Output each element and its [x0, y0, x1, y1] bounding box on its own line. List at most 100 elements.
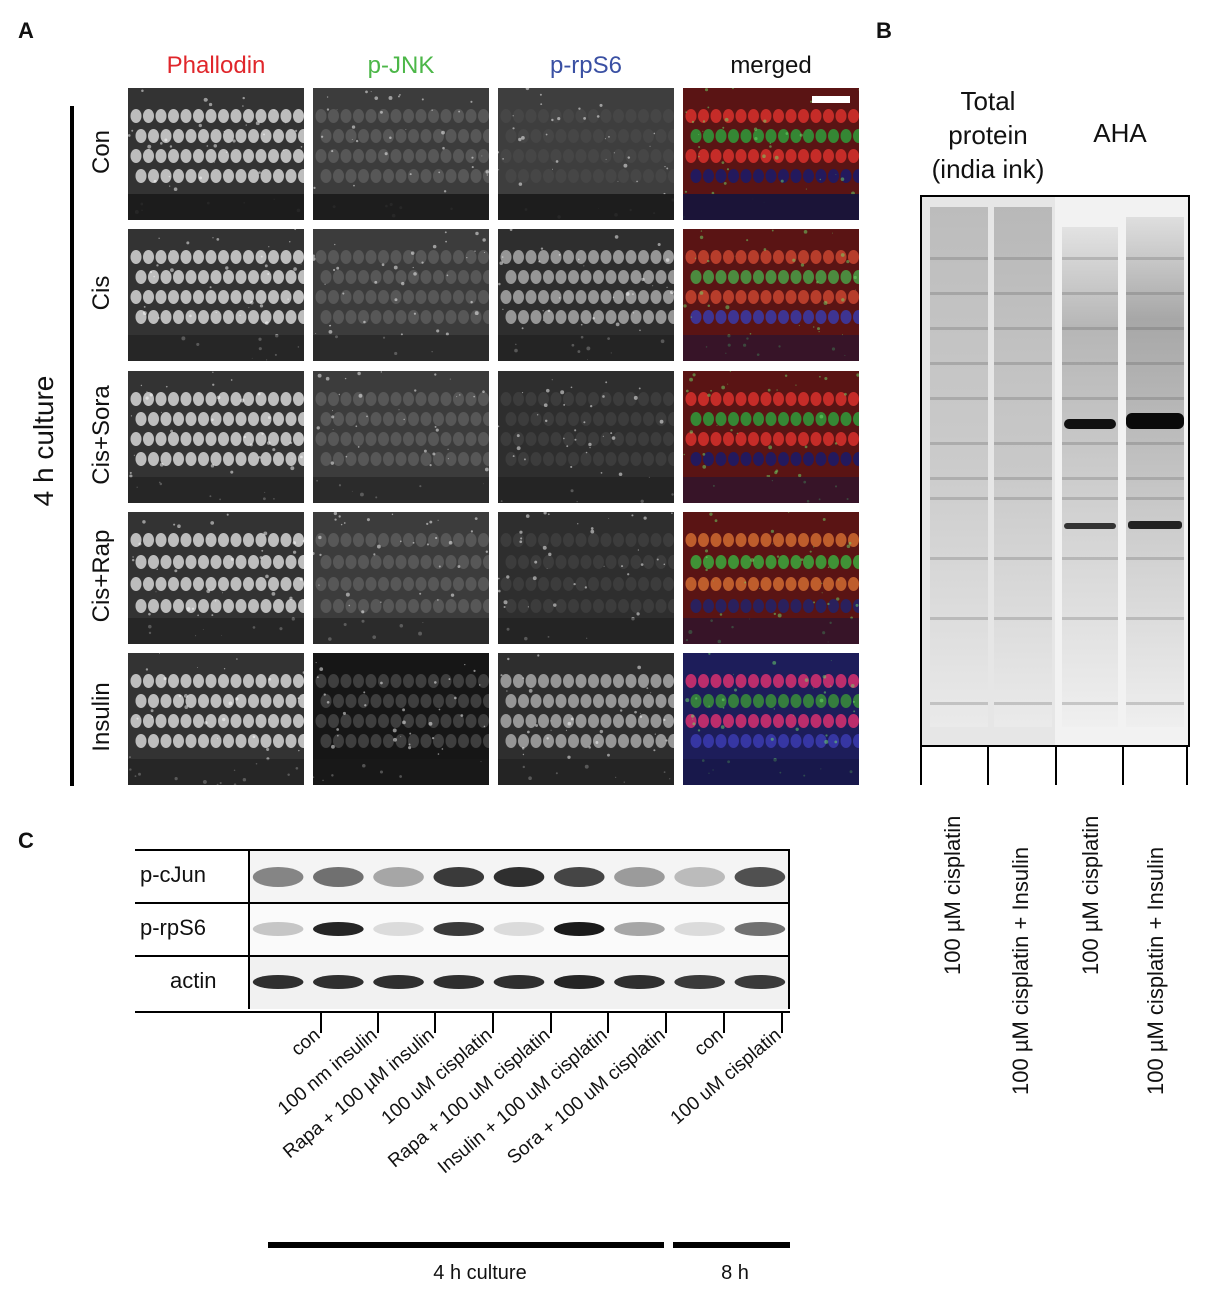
blot-band: [553, 867, 605, 887]
panel-b-letter: B: [876, 18, 892, 43]
column-label-pjnk: p-JNK: [367, 52, 435, 79]
blot-band: [433, 922, 485, 936]
blot-band: [553, 975, 605, 989]
gel-band: [994, 477, 1052, 480]
micrograph-tile: [498, 229, 674, 361]
gel-band: [930, 257, 988, 260]
gel-b-image: [922, 197, 1188, 745]
gel-band: [1062, 327, 1118, 330]
row-label-con: Con: [88, 129, 115, 175]
gel-band: [930, 362, 988, 365]
gel-band: [1062, 617, 1118, 620]
gel-band: [1126, 362, 1184, 365]
micrograph-tile: [128, 512, 304, 644]
micrograph-tile: [683, 229, 859, 361]
lane-tick: [665, 1013, 667, 1033]
blot-band: [674, 975, 725, 989]
lane-tick: [781, 1013, 783, 1033]
lane-b-4-label: 100 µM cisplatin + Insulin: [1143, 846, 1168, 1095]
micrograph-tile: [313, 512, 489, 644]
gel-band: [1126, 557, 1184, 560]
blot-band: [614, 975, 665, 989]
blot-band: [373, 867, 424, 887]
gel-band: [1126, 442, 1184, 445]
gel-band: [1062, 397, 1118, 400]
gel-band: [1062, 497, 1118, 500]
blot-c: [248, 851, 790, 1009]
gel-band: [994, 702, 1052, 705]
header-line-protein: protein: [948, 120, 1028, 150]
micrograph-tile: [683, 512, 859, 644]
micrograph-tile: [313, 653, 489, 785]
row-label-cis-sora: Cis+Sora: [88, 385, 115, 485]
blot-band: [373, 922, 424, 936]
gel-band: [1126, 397, 1184, 400]
gel-band: [1062, 557, 1118, 560]
blot-c-frame: [135, 849, 790, 1013]
gel-band: [1062, 477, 1118, 480]
micrograph-tile: [128, 371, 304, 503]
blot-band: [252, 922, 304, 936]
gel-band: [994, 362, 1052, 365]
gel-band: [930, 442, 988, 445]
gel-band: [994, 397, 1052, 400]
row-label-insulin: Insulin: [88, 682, 115, 752]
micrograph-tile: [128, 653, 304, 785]
header-aha: AHA: [1093, 118, 1147, 148]
gel-band: [930, 617, 988, 620]
micrograph-tile: [498, 371, 674, 503]
blot-band: [252, 867, 304, 887]
gel-band: [994, 327, 1052, 330]
micrograph-tile: [683, 653, 859, 785]
micrograph-tile: [498, 653, 674, 785]
micrograph-tile: [313, 88, 489, 220]
gel-band: [994, 292, 1052, 295]
blot-band: [734, 975, 786, 989]
group-label-4h: 4 h culture: [433, 1262, 527, 1284]
gel-band: [1126, 617, 1184, 620]
micrograph-tile: [313, 371, 489, 503]
blot-band: [614, 867, 665, 887]
blot-band: [313, 975, 364, 989]
blot-band: [252, 975, 304, 989]
header-line-india-ink: (india ink): [931, 154, 1045, 184]
column-label-prps6: p-rpS6: [549, 52, 623, 79]
blot-band: [674, 922, 725, 936]
blot-band: [734, 867, 786, 887]
micrograph-tile: [498, 512, 674, 644]
group-label-8h: 8 h: [721, 1262, 749, 1284]
lane-b-2-label: 100 µM cisplatin + Insulin: [1008, 846, 1033, 1095]
blot-band: [553, 922, 605, 936]
lane-tick: [492, 1013, 494, 1033]
group-bar-8h: [673, 1242, 790, 1248]
group-bar-4h: [268, 1242, 664, 1248]
gel-band: [930, 497, 988, 500]
blot-band: [373, 975, 424, 989]
lane-tick: [607, 1013, 609, 1033]
lane-tick: [723, 1013, 725, 1033]
gel-band: [1062, 442, 1118, 445]
blot-band: [493, 922, 545, 936]
gel-band: [930, 397, 988, 400]
blot-band: [313, 922, 364, 936]
group-bar: [70, 106, 74, 786]
blot-band: [433, 867, 485, 887]
lane-b-1-label: 100 µM cisplatin: [940, 815, 965, 975]
lane-b-3-label: 100 µM cisplatin: [1078, 815, 1103, 975]
gel-b: [920, 195, 1190, 747]
gel-band: [1062, 702, 1118, 705]
blot-label-pcjun: p-cJun: [140, 862, 207, 887]
gel-band: [1126, 327, 1184, 330]
blot-band: [313, 867, 364, 887]
gel-band: [994, 257, 1052, 260]
gel-band: [930, 702, 988, 705]
micrograph-tile: [683, 88, 859, 220]
column-label-merged: merged: [730, 52, 812, 79]
blot-band: [614, 922, 665, 936]
gel-band: [1062, 362, 1118, 365]
gel-band: [930, 557, 988, 560]
lane-tick: [320, 1013, 322, 1033]
gel-band: [994, 442, 1052, 445]
gel-band: [1126, 497, 1184, 500]
gel-band: [994, 557, 1052, 560]
